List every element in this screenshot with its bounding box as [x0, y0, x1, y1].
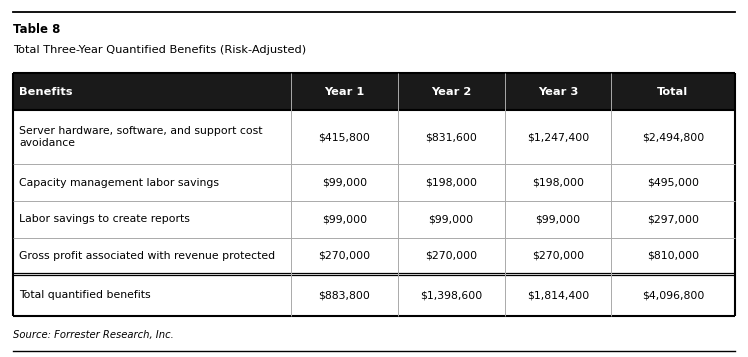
- Text: $4,096,800: $4,096,800: [642, 290, 704, 300]
- Text: $99,000: $99,000: [536, 214, 580, 224]
- Text: $198,000: $198,000: [425, 177, 477, 187]
- Text: $1,814,400: $1,814,400: [527, 290, 589, 300]
- Text: $1,398,600: $1,398,600: [420, 290, 482, 300]
- Text: $270,000: $270,000: [532, 251, 584, 261]
- Text: $883,800: $883,800: [319, 290, 370, 300]
- Text: $99,000: $99,000: [322, 177, 367, 187]
- Text: Benefits: Benefits: [19, 86, 73, 96]
- Text: $1,247,400: $1,247,400: [527, 132, 589, 142]
- Text: $831,600: $831,600: [425, 132, 477, 142]
- Text: $2,494,800: $2,494,800: [642, 132, 704, 142]
- Text: $270,000: $270,000: [425, 251, 477, 261]
- Text: Labor savings to create reports: Labor savings to create reports: [19, 214, 190, 224]
- Text: $415,800: $415,800: [319, 132, 370, 142]
- Text: Total Three-Year Quantified Benefits (Risk-Adjusted): Total Three-Year Quantified Benefits (Ri…: [13, 45, 307, 55]
- Text: Capacity management labor savings: Capacity management labor savings: [19, 177, 219, 187]
- Text: $198,000: $198,000: [532, 177, 584, 187]
- Text: $99,000: $99,000: [429, 214, 473, 224]
- Text: $810,000: $810,000: [647, 251, 699, 261]
- Text: $99,000: $99,000: [322, 214, 367, 224]
- Text: Table 8: Table 8: [13, 23, 61, 36]
- Text: $495,000: $495,000: [647, 177, 699, 187]
- Bar: [13, 110, 735, 164]
- Bar: [13, 237, 735, 274]
- Text: Total: Total: [657, 86, 688, 96]
- Text: Gross profit associated with revenue protected: Gross profit associated with revenue pro…: [19, 251, 275, 261]
- Text: Year 3: Year 3: [538, 86, 578, 96]
- Text: Server hardware, software, and support cost
avoidance: Server hardware, software, and support c…: [19, 126, 263, 148]
- Text: Year 1: Year 1: [325, 86, 364, 96]
- Bar: [13, 274, 735, 316]
- Bar: [13, 73, 735, 110]
- Text: Source: Forrester Research, Inc.: Source: Forrester Research, Inc.: [13, 330, 174, 340]
- Bar: [13, 201, 735, 237]
- Text: $270,000: $270,000: [319, 251, 370, 261]
- Text: $297,000: $297,000: [647, 214, 699, 224]
- Text: Total quantified benefits: Total quantified benefits: [19, 290, 151, 300]
- Text: Year 2: Year 2: [431, 86, 471, 96]
- Bar: [13, 164, 735, 201]
